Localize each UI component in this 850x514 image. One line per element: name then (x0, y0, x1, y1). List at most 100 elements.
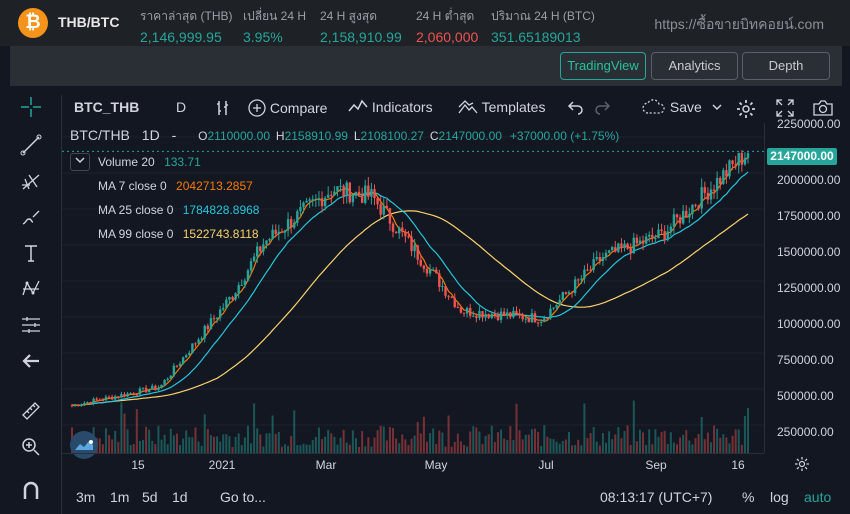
trend-line-icon[interactable] (16, 133, 46, 163)
volume-bar (324, 436, 327, 453)
crosshair-icon[interactable] (16, 95, 46, 125)
volume-bar (101, 444, 104, 453)
volume-bar (716, 428, 719, 453)
range-1m[interactable]: 1m (110, 489, 130, 505)
log-toggle[interactable]: log (770, 489, 789, 505)
volume-bar (725, 437, 728, 453)
last-price-value: 2,146,999.95 (140, 29, 222, 45)
volume-bar (731, 435, 734, 453)
candle-body (601, 257, 605, 262)
candle-body (225, 299, 228, 308)
tradingview-logo-icon[interactable] (70, 431, 98, 459)
range-3m[interactable]: 3m (76, 489, 96, 505)
candle-body (407, 236, 410, 238)
volume-bar (364, 446, 367, 453)
chart-type-icon[interactable] (214, 99, 232, 120)
save-button[interactable]: Save (642, 99, 722, 115)
volume-bar (305, 444, 308, 453)
tab-tradingview[interactable]: TradingView (560, 52, 646, 80)
volume-bar (407, 444, 410, 453)
volume-bar (132, 444, 135, 453)
ruler-icon[interactable] (16, 399, 46, 429)
auto-toggle[interactable]: auto (804, 489, 832, 505)
fib-retracement-icon[interactable] (16, 169, 46, 199)
candle-body (218, 309, 222, 318)
undo-icon[interactable] (566, 99, 584, 118)
candle-body (280, 231, 284, 233)
volume-value: 351.65189013 (491, 29, 581, 45)
candle-body (175, 365, 179, 367)
volume-bar (679, 437, 682, 453)
arrow-left-icon[interactable] (16, 349, 46, 379)
chevron-down-icon[interactable] (712, 99, 722, 115)
percent-toggle[interactable]: % (742, 489, 755, 505)
volume-label: ปริมาณ 24 H (BTC) (491, 9, 595, 23)
interval-selector[interactable]: D (176, 99, 187, 115)
volume-bar (713, 425, 716, 453)
volume-bar (453, 442, 456, 453)
candle-body (311, 199, 314, 201)
volume-bar (534, 428, 537, 453)
candlestick-chart[interactable] (62, 123, 764, 453)
volume-bar (425, 441, 428, 453)
candle-body (117, 396, 120, 398)
candle-body (154, 385, 157, 390)
indicators-button[interactable]: Indicators (348, 99, 433, 115)
candle-body (169, 375, 172, 379)
candle-body (86, 402, 89, 404)
zoom-in-icon[interactable] (16, 435, 46, 465)
volume-bar (209, 435, 212, 453)
scale-settings-gear-icon[interactable] (794, 456, 810, 477)
volume-bar (561, 440, 564, 453)
volume-bar (450, 446, 453, 453)
settings-gear-icon[interactable] (736, 99, 756, 122)
candle-body (274, 229, 277, 234)
text-tool-icon[interactable] (16, 241, 46, 271)
compare-button[interactable]: Compare (248, 99, 327, 117)
legend-collapse-button[interactable] (70, 153, 90, 171)
candle-body (604, 252, 608, 258)
pattern-tool-icon[interactable] (16, 277, 46, 307)
chart-widget: BTC_THB D Compare Indicators Templates (0, 95, 850, 514)
candle-body (694, 204, 697, 206)
goto-button[interactable]: Go to... (220, 489, 266, 505)
symbol-selector[interactable]: BTC_THB (74, 99, 140, 115)
candle-body (107, 396, 111, 398)
chart-plot-area[interactable]: BTC/THB 1D - O2110000.00 H2158910.99 L21… (62, 123, 764, 459)
fullscreen-icon[interactable] (776, 99, 794, 120)
range-1d[interactable]: 1d (172, 489, 188, 505)
candle-body (323, 197, 327, 207)
tab-analytics[interactable]: Analytics (651, 52, 738, 80)
candle-body (200, 338, 203, 340)
ma99-value: 1522743.8118 (182, 227, 259, 241)
redo-icon[interactable] (594, 99, 612, 118)
templates-button[interactable]: Templates (458, 99, 545, 115)
clock-display[interactable]: 08:13:17 (UTC+7) (600, 489, 713, 505)
candle-body (129, 393, 132, 395)
volume-bar (293, 410, 296, 453)
price-scale[interactable]: 2250000.00 2000000.00 1750000.00 1500000… (764, 117, 850, 453)
magnet-icon[interactable] (16, 479, 46, 509)
time-tick: May (424, 458, 448, 472)
site-url[interactable]: https://ซื้อขายบิทคอยน์.com (654, 16, 824, 32)
camera-icon[interactable] (812, 99, 834, 120)
measure-tool-icon[interactable] (16, 313, 46, 343)
volume-bar (472, 426, 475, 453)
candle-body (725, 170, 728, 177)
candle-body (435, 269, 438, 274)
open-label: O (198, 129, 208, 143)
candle-body (499, 311, 503, 320)
candle-body (231, 296, 234, 300)
candle-body (228, 296, 231, 300)
volume-bar (145, 426, 148, 453)
tab-depth[interactable]: Depth (742, 52, 830, 80)
candle-body (373, 189, 376, 199)
volume-bar (737, 429, 740, 453)
candle-body (191, 343, 194, 353)
time-scale[interactable]: 15 2021 Mar May Jul Sep 16 (62, 453, 809, 475)
candle-body (385, 206, 389, 209)
candle-body (268, 238, 271, 241)
range-5d[interactable]: 5d (142, 489, 158, 505)
price-tick: 1000000.00 (777, 317, 841, 331)
brush-icon[interactable] (16, 205, 46, 235)
